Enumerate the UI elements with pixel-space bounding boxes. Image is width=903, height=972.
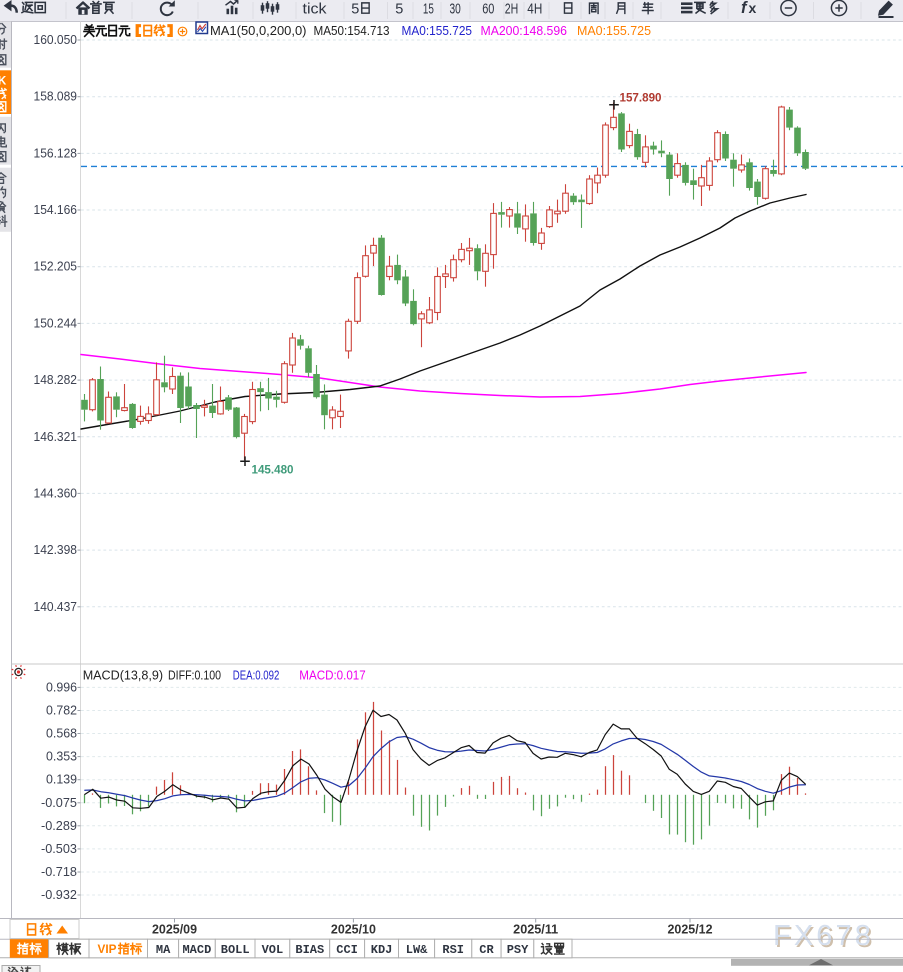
svg-text:MA1(50,0,200,0): MA1(50,0,200,0) (210, 23, 307, 38)
svg-text:MACD(13,8,9): MACD(13,8,9) (83, 668, 163, 683)
svg-text:MACD:0.017: MACD:0.017 (299, 668, 365, 683)
svg-text:160.050: 160.050 (34, 33, 78, 47)
svg-text:MA: MA (156, 943, 171, 957)
svg-text:-0.289: -0.289 (41, 819, 77, 833)
svg-text:PSY: PSY (507, 943, 529, 957)
svg-text:156.128: 156.128 (34, 146, 78, 160)
svg-text:CR: CR (479, 943, 494, 957)
svg-text:MA0:155.725: MA0:155.725 (402, 23, 473, 38)
svg-text:-0.503: -0.503 (41, 842, 77, 856)
svg-text:tick: tick (303, 1, 328, 18)
svg-text:KDJ: KDJ (371, 943, 393, 957)
svg-text:-0.075: -0.075 (41, 796, 77, 810)
svg-text:0.782: 0.782 (46, 704, 77, 718)
svg-text:x: x (749, 0, 757, 16)
svg-text:2025/09: 2025/09 (152, 923, 197, 937)
svg-text:-0.718: -0.718 (41, 865, 77, 879)
svg-text:158.089: 158.089 (34, 90, 78, 104)
svg-text:2H: 2H (505, 2, 519, 18)
svg-text:142.398: 142.398 (34, 543, 78, 557)
svg-text:148.282: 148.282 (34, 373, 78, 387)
svg-text:0.353: 0.353 (46, 750, 77, 764)
svg-text:FX678: FX678 (775, 922, 876, 954)
svg-text:60: 60 (482, 2, 494, 18)
svg-text:0.568: 0.568 (46, 727, 77, 741)
svg-text:2025/12: 2025/12 (668, 923, 713, 937)
svg-text:VOL: VOL (262, 943, 284, 957)
svg-text:154.166: 154.166 (34, 203, 78, 217)
svg-text:VIP: VIP (98, 942, 117, 956)
svg-text:RSI: RSI (442, 943, 464, 957)
svg-text:MA50:154.713: MA50:154.713 (314, 23, 390, 38)
svg-text:DIFF:0.100: DIFF:0.100 (168, 668, 221, 683)
svg-text:DEA:0.092: DEA:0.092 (233, 668, 279, 683)
svg-text:145.480: 145.480 (252, 463, 294, 477)
svg-text:5: 5 (351, 2, 359, 18)
svg-text:157.890: 157.890 (620, 90, 662, 104)
svg-text:MACD: MACD (182, 943, 211, 957)
svg-text:f: f (741, 0, 748, 17)
svg-text:2025/10: 2025/10 (331, 923, 376, 937)
svg-text:152.205: 152.205 (34, 260, 78, 274)
svg-text:5: 5 (395, 2, 403, 18)
svg-text:BOLL: BOLL (221, 943, 250, 957)
svg-text:BIAS: BIAS (295, 943, 324, 957)
svg-text:0.996: 0.996 (46, 680, 77, 694)
svg-text:K: K (0, 75, 7, 87)
svg-text:4H: 4H (527, 2, 542, 18)
svg-text:30: 30 (450, 2, 461, 18)
svg-text:0.139: 0.139 (46, 773, 77, 787)
svg-text:15: 15 (423, 2, 434, 18)
svg-text:MA0:155.725: MA0:155.725 (577, 23, 651, 38)
svg-text:LW&: LW& (406, 943, 428, 957)
svg-text:CCI: CCI (336, 943, 358, 957)
svg-text:FX678: FX678 (773, 920, 874, 952)
svg-text:2025/11: 2025/11 (513, 923, 558, 937)
svg-text:144.360: 144.360 (34, 486, 78, 500)
svg-text:146.321: 146.321 (34, 430, 78, 444)
svg-text:140.437: 140.437 (34, 600, 78, 614)
svg-text:MA200:148.596: MA200:148.596 (481, 23, 568, 38)
svg-text:-0.932: -0.932 (41, 888, 77, 902)
svg-text:150.244: 150.244 (34, 316, 78, 330)
